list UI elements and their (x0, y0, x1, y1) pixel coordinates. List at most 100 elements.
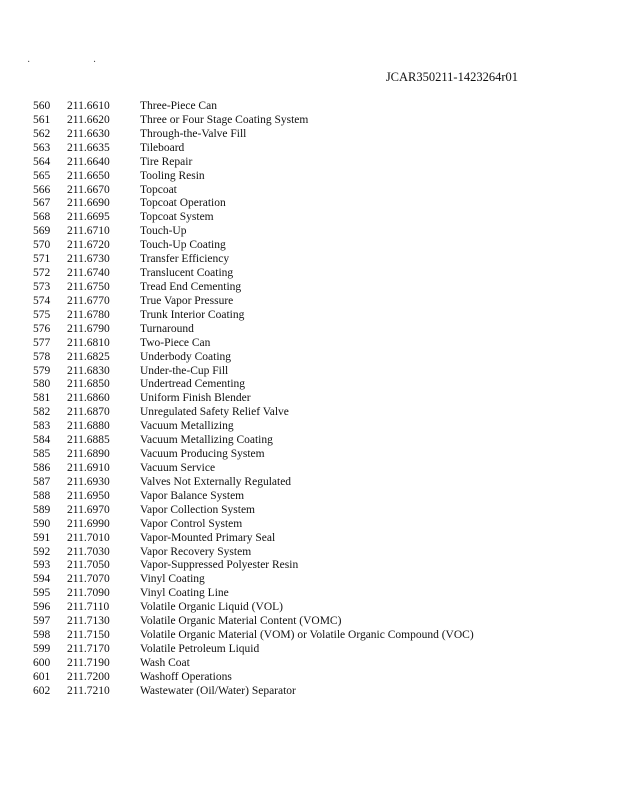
defined-term: Volatile Organic Material (VOM) or Volat… (140, 629, 474, 642)
row-number: 598 (33, 629, 51, 642)
section-number: 211.6880 (67, 420, 110, 433)
row-number: 563 (33, 141, 51, 154)
row-number: 577 (33, 336, 51, 349)
defined-term: Topcoat System (140, 211, 214, 224)
section-number: 211.6790 (67, 322, 110, 335)
list-item: 585 211.6890 Vacuum Producing System (0, 448, 618, 462)
row-number: 579 (33, 364, 51, 377)
defined-term: Vapor Control System (140, 517, 243, 530)
defined-term: Vinyl Coating Line (140, 587, 229, 600)
list-item: 594 211.7070 Vinyl Coating (0, 573, 618, 587)
list-item: 568 211.6695 Topcoat System (0, 211, 618, 225)
row-number: 600 (33, 656, 51, 669)
section-number: 211.6870 (67, 406, 110, 419)
list-item: 592 211.7030 Vapor Recovery System (0, 546, 618, 560)
list-item: 581 211.6860 Uniform Finish Blender (0, 392, 618, 406)
row-number: 591 (33, 531, 51, 544)
defined-term: Volatile Organic Material Content (VOMC) (140, 615, 342, 628)
defined-term: Vacuum Producing System (140, 448, 265, 461)
row-number: 580 (33, 378, 51, 391)
row-number: 596 (33, 601, 51, 614)
list-item: 586 211.6910 Vacuum Service (0, 462, 618, 476)
list-item: 574 211.6770 True Vapor Pressure (0, 295, 618, 309)
list-item: 577 211.6810 Two-Piece Can (0, 337, 618, 351)
section-number: 211.6830 (67, 364, 110, 377)
section-number: 211.6650 (67, 169, 110, 182)
defined-term: Touch-Up (140, 225, 187, 238)
row-number: 599 (33, 642, 51, 655)
row-number: 572 (33, 267, 51, 280)
defined-term: Under-the-Cup Fill (140, 364, 229, 377)
defined-term: Vapor Balance System (140, 489, 245, 502)
section-number: 211.6890 (67, 448, 110, 461)
defined-term: Unregulated Safety Relief Valve (140, 406, 289, 419)
list-item: 561 211.6620 Three or Four Stage Coating S… (0, 114, 618, 128)
defined-term: Trunk Interior Coating (140, 308, 245, 321)
section-number: 211.6780 (67, 308, 110, 321)
section-number: 211.7030 (67, 545, 110, 558)
row-number: 570 (33, 239, 51, 252)
row-number: 568 (33, 211, 51, 224)
section-number: 211.7050 (67, 559, 110, 572)
section-number: 211.6630 (67, 127, 110, 140)
defined-term: Touch-Up Coating (140, 239, 226, 252)
section-number: 211.6610 (67, 100, 110, 112)
defined-term: Two-Piece Can (140, 336, 211, 349)
defined-term: Tire Repair (140, 155, 193, 168)
section-number: 211.6770 (67, 294, 110, 307)
section-number: 211.6690 (67, 197, 110, 210)
defined-term: Wastewater (Oil/Water) Separator (140, 684, 296, 697)
row-number: 593 (33, 559, 51, 572)
defined-term: Valves Not Externally Regulated (140, 475, 292, 488)
defined-term: Topcoat (140, 183, 177, 196)
section-number: 211.6850 (67, 378, 110, 391)
defined-term: Tooling Resin (140, 169, 205, 182)
section-number: 211.7130 (67, 615, 110, 628)
list-item: 566 211.6670 Topcoat (0, 184, 618, 198)
section-number: 211.6635 (67, 141, 110, 154)
defined-term: Underbody Coating (140, 350, 232, 363)
row-number: 597 (33, 615, 51, 628)
section-number: 211.6910 (67, 461, 110, 474)
section-number: 211.6720 (67, 239, 110, 252)
row-number: 573 (33, 280, 51, 293)
list-item: 569 211.6710 Touch-Up (0, 225, 618, 239)
section-number: 211.6695 (67, 211, 110, 224)
row-number: 561 (33, 113, 51, 126)
section-number: 211.7010 (67, 531, 110, 544)
section-number: 211.6990 (67, 517, 110, 530)
row-number: 588 (33, 489, 51, 502)
section-number: 211.6930 (67, 475, 110, 488)
list-item: 602 211.7210 Wastewater (Oil/Water) Separa… (0, 685, 618, 699)
defined-term: Turnaround (140, 322, 194, 335)
list-item: 589 211.6970 Vapor Collection System (0, 504, 618, 518)
list-item: 598 211.7150 Volatile Organic Material (VO… (0, 629, 618, 643)
section-number: 211.6885 (67, 434, 110, 447)
list-item: 579 211.6830 Under-the-Cup Fill (0, 365, 618, 379)
row-number: 583 (33, 420, 51, 433)
section-number: 211.6640 (67, 155, 110, 168)
list-item: 584 211.6885 Vacuum Metallizing Coating (0, 434, 618, 448)
row-number: 590 (33, 517, 51, 530)
list-item: 562 211.6630 Through-the-Valve Fill (0, 128, 618, 142)
row-number: 602 (33, 684, 51, 697)
list-item: 572 211.6740 Translucent Coating (0, 267, 618, 281)
list-item: 567 211.6690 Topcoat Operation (0, 197, 618, 211)
defined-term: Tileboard (140, 141, 185, 154)
defined-term: Transfer Efficiency (140, 253, 230, 266)
row-number: 581 (33, 392, 51, 405)
row-number: 567 (33, 197, 51, 210)
section-number: 211.7170 (67, 642, 110, 655)
list-item: 599 211.7170 Volatile Petroleum Liquid (0, 643, 618, 657)
section-number: 211.7150 (67, 629, 110, 642)
row-number: 571 (33, 253, 51, 266)
row-number: 566 (33, 183, 51, 196)
list-item: 588 211.6950 Vapor Balance System (0, 490, 618, 504)
defined-term: Topcoat Operation (140, 197, 226, 210)
definitions-list: 560 211.6610 Three-Piece Can 561 211.6620 Thr… (0, 100, 618, 699)
row-number: 569 (33, 225, 51, 238)
row-number: 574 (33, 294, 51, 307)
list-item: 565 211.6650 Tooling Resin (0, 170, 618, 184)
defined-term: Volatile Organic Liquid (VOL) (140, 601, 283, 614)
defined-term: Vinyl Coating (140, 573, 205, 586)
